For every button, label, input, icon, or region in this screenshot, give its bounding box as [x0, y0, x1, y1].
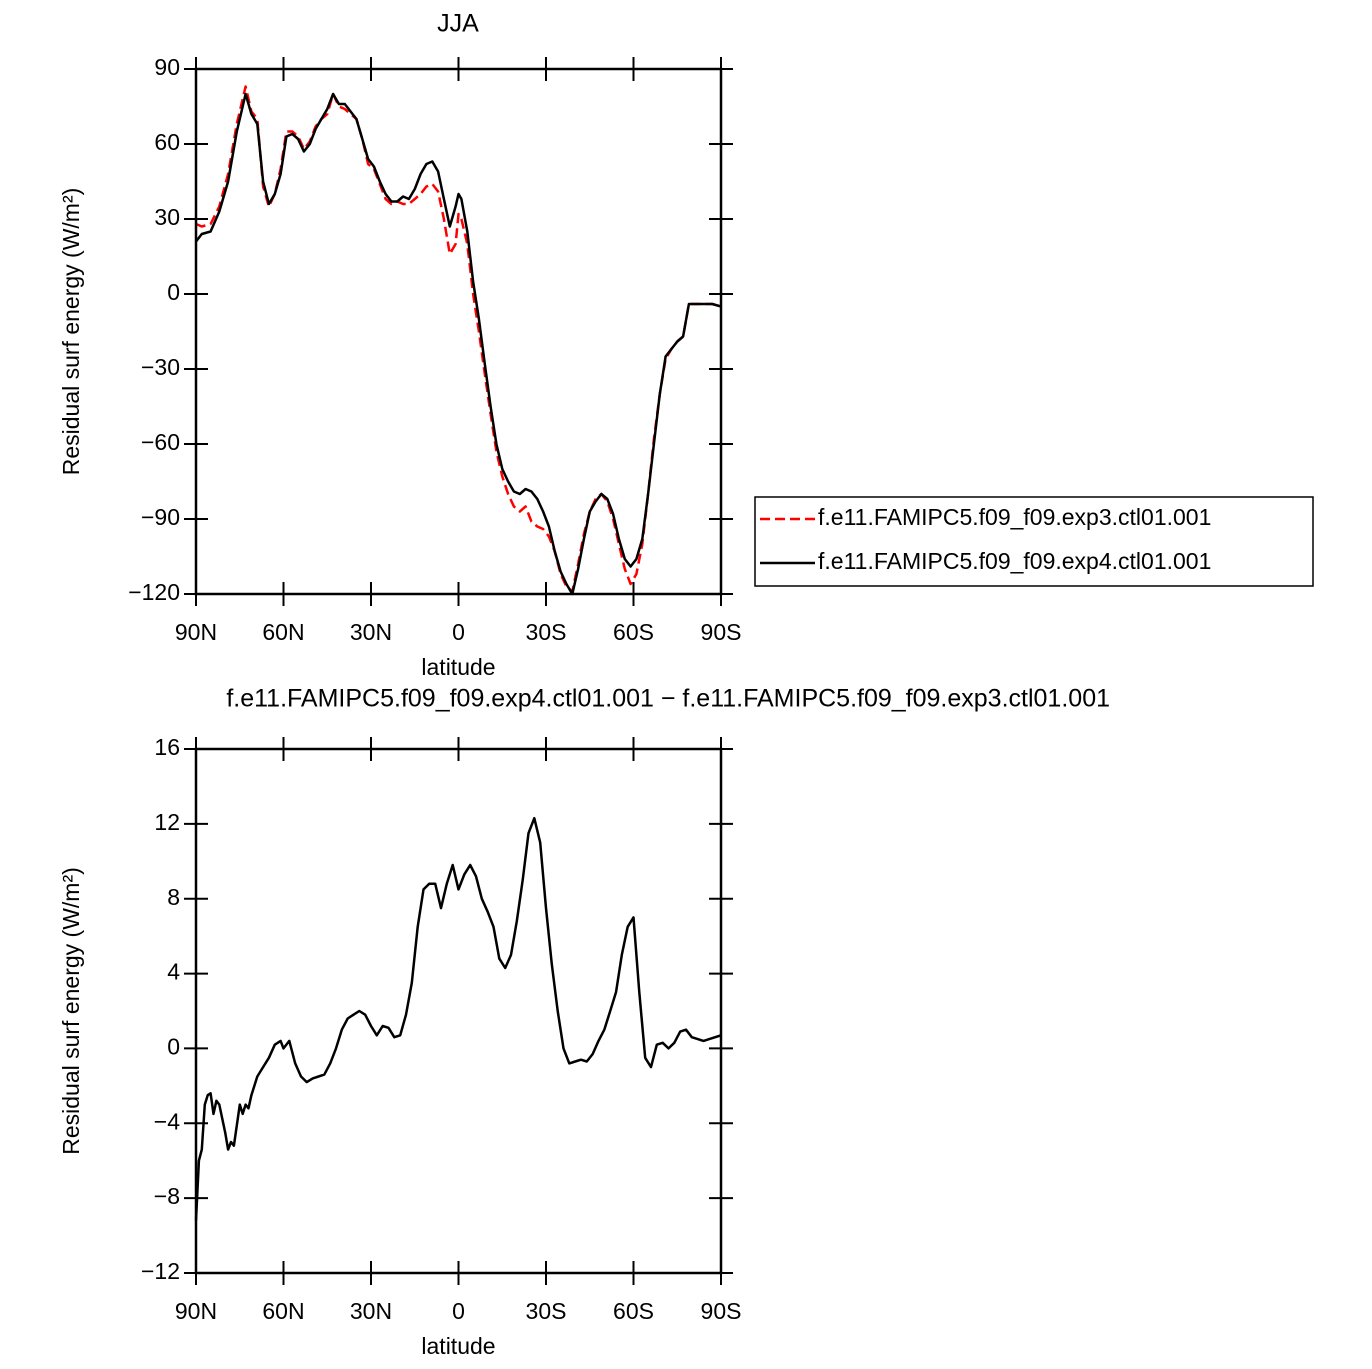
data-line [194, 816, 722, 1221]
x-tick-label: 30N [350, 1298, 392, 1324]
y-axis-label: Residual surf energy (W/m²) [58, 867, 84, 1155]
y-tick-label: 30 [154, 204, 180, 230]
x-tick-label: 60S [613, 1298, 654, 1324]
plot-frame [194, 747, 723, 1275]
x-tick-label: 90N [175, 619, 217, 645]
y-tick-label: 8 [167, 884, 180, 910]
y-tick-label: 0 [167, 279, 180, 305]
x-tick-label: 30N [350, 619, 392, 645]
data-line [195, 92, 722, 596]
x-tick-label: 90S [701, 619, 742, 645]
chart-title: f.e11.FAMIPC5.f09_f09.exp4.ctl01.001 − f… [226, 685, 1110, 713]
x-axis-label: latitude [421, 654, 495, 680]
y-tick-label: 16 [154, 734, 180, 760]
x-tick-label: 0 [452, 619, 465, 645]
x-tick-label: 90S [701, 1298, 742, 1324]
y-tick-label: −60 [141, 429, 180, 455]
y-tick-label: −8 [154, 1183, 180, 1209]
legend-label: f.e11.FAMIPC5.f09_f09.exp3.ctl01.001 [818, 504, 1211, 530]
y-tick-label: −30 [141, 354, 180, 380]
y-tick-label: −4 [154, 1108, 180, 1134]
x-tick-label: 90N [175, 1298, 217, 1324]
x-tick-label: 0 [452, 1298, 465, 1324]
y-tick-label: 12 [154, 809, 180, 835]
legend-box [754, 496, 1314, 587]
x-tick-label: 30S [526, 619, 567, 645]
y-tick-label: 60 [154, 129, 180, 155]
x-tick-label: 60N [262, 619, 304, 645]
y-tick-label: −90 [141, 504, 180, 530]
legend-label: f.e11.FAMIPC5.f09_f09.exp4.ctl01.001 [818, 548, 1211, 574]
y-tick-label: 90 [154, 54, 180, 80]
x-tick-label: 60N [262, 1298, 304, 1324]
data-line [195, 85, 722, 593]
y-tick-label: −120 [128, 579, 180, 605]
x-tick-label: 30S [526, 1298, 567, 1324]
chart-title: JJA [437, 10, 479, 38]
y-axis-label: Residual surf energy (W/m²) [58, 188, 84, 476]
y-tick-label: −12 [141, 1258, 180, 1284]
plot-frame [194, 67, 723, 596]
x-axis-label: latitude [421, 1333, 495, 1359]
x-tick-label: 60S [613, 619, 654, 645]
y-tick-label: 0 [167, 1034, 180, 1060]
y-tick-label: 4 [167, 959, 180, 985]
